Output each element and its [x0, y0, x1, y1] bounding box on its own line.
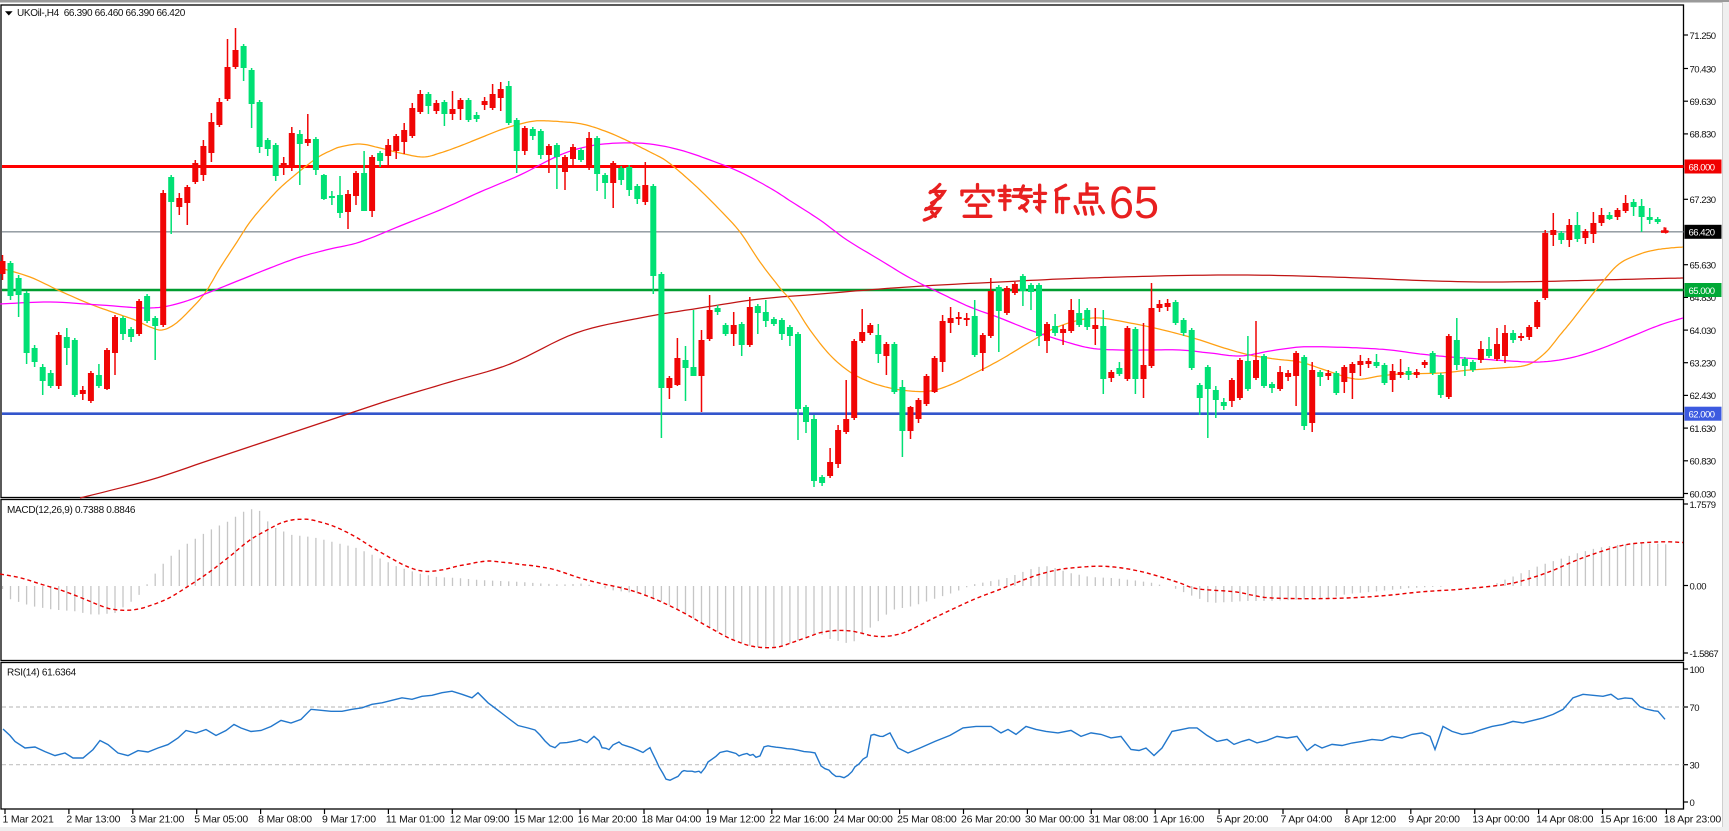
svg-text:66.420: 66.420	[1689, 228, 1715, 239]
svg-text:24 Mar 00:00: 24 Mar 00:00	[833, 814, 893, 826]
svg-text:18 Mar 04:00: 18 Mar 04:00	[642, 814, 702, 826]
svg-text:3 Mar 21:00: 3 Mar 21:00	[130, 814, 184, 826]
svg-text:68.830: 68.830	[1690, 130, 1716, 141]
svg-text:15 Apr 16:00: 15 Apr 16:00	[1600, 814, 1658, 826]
svg-text:30: 30	[1690, 761, 1700, 772]
svg-text:13 Apr 00:00: 13 Apr 00:00	[1472, 814, 1530, 826]
svg-text:26 Mar 20:00: 26 Mar 20:00	[961, 814, 1021, 826]
svg-text:1 Apr 16:00: 1 Apr 16:00	[1153, 814, 1205, 826]
svg-text:71.250: 71.250	[1690, 31, 1716, 42]
svg-text:60.030: 60.030	[1690, 489, 1716, 500]
svg-text:12 Mar 09:00: 12 Mar 09:00	[450, 814, 510, 826]
svg-text:15 Mar 12:00: 15 Mar 12:00	[514, 814, 574, 826]
svg-text:65.000: 65.000	[1689, 286, 1715, 297]
svg-text:8 Mar 08:00: 8 Mar 08:00	[258, 814, 312, 826]
svg-text:70.430: 70.430	[1690, 64, 1716, 75]
svg-text:16 Mar 20:00: 16 Mar 20:00	[578, 814, 638, 826]
svg-text:MACD(12,26,9) 0.7388 0.8846: MACD(12,26,9) 0.7388 0.8846	[7, 505, 136, 516]
svg-text:1 Mar 2021: 1 Mar 2021	[3, 814, 54, 826]
svg-text:UKOil-,H4 66.390 66.460 66.39: UKOil-,H4 66.390 66.460 66.390 66.420	[17, 8, 186, 19]
svg-text:69.630: 69.630	[1690, 97, 1716, 108]
svg-text:1.7579: 1.7579	[1690, 500, 1716, 511]
svg-text:5 Mar 05:00: 5 Mar 05:00	[194, 814, 248, 826]
svg-text:11 Mar 01:00: 11 Mar 01:00	[386, 814, 445, 826]
svg-text:5 Apr 20:00: 5 Apr 20:00	[1217, 814, 1269, 826]
svg-text:64.830: 64.830	[1690, 293, 1716, 304]
svg-text:9 Mar 17:00: 9 Mar 17:00	[322, 814, 376, 826]
svg-text:64.030: 64.030	[1690, 326, 1716, 337]
svg-text:14 Apr 08:00: 14 Apr 08:00	[1536, 814, 1594, 826]
svg-text:65: 65	[1109, 177, 1159, 228]
svg-text:31 Mar 08:00: 31 Mar 08:00	[1089, 814, 1149, 826]
svg-text:0.00: 0.00	[1690, 581, 1707, 592]
svg-text:22 Mar 16:00: 22 Mar 16:00	[769, 814, 829, 826]
svg-text:61.630: 61.630	[1690, 424, 1716, 435]
svg-text:25 Mar 08:00: 25 Mar 08:00	[897, 814, 957, 826]
svg-text:0: 0	[1690, 798, 1695, 809]
svg-text:2 Mar 13:00: 2 Mar 13:00	[66, 814, 120, 826]
svg-text:9 Apr 20:00: 9 Apr 20:00	[1408, 814, 1460, 826]
svg-text:68.000: 68.000	[1689, 162, 1715, 173]
svg-text:70: 70	[1690, 703, 1700, 714]
svg-text:19 Mar 12:00: 19 Mar 12:00	[705, 814, 765, 826]
svg-text:62.000: 62.000	[1689, 410, 1715, 421]
svg-text:8 Apr 12:00: 8 Apr 12:00	[1344, 814, 1396, 826]
svg-text:-1.5867: -1.5867	[1690, 649, 1719, 660]
svg-text:100: 100	[1690, 665, 1705, 676]
svg-text:7 Apr 04:00: 7 Apr 04:00	[1281, 814, 1333, 826]
svg-text:30 Mar 00:00: 30 Mar 00:00	[1025, 814, 1085, 826]
svg-text:67.230: 67.230	[1690, 195, 1716, 206]
svg-text:62.430: 62.430	[1690, 391, 1716, 402]
svg-text:18 Apr 23:00: 18 Apr 23:00	[1664, 814, 1722, 826]
svg-text:RSI(14) 61.6364: RSI(14) 61.6364	[7, 668, 77, 679]
svg-text:60.830: 60.830	[1690, 457, 1716, 468]
svg-text:63.230: 63.230	[1690, 359, 1716, 370]
svg-text:65.630: 65.630	[1690, 261, 1716, 272]
